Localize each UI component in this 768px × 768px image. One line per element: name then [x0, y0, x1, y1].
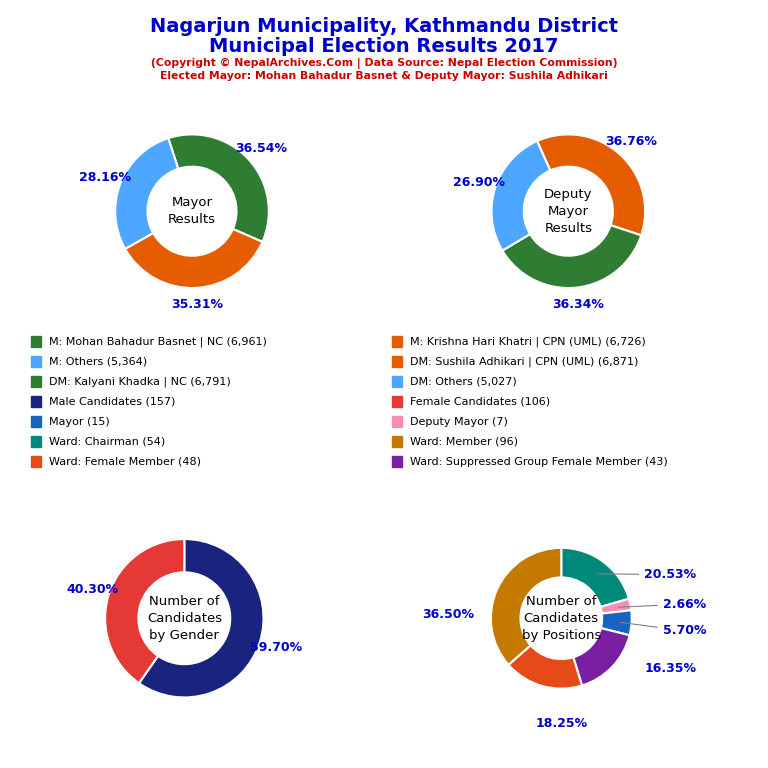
Text: Deputy
Mayor
Results: Deputy Mayor Results — [544, 187, 593, 235]
Text: Nagarjun Municipality, Kathmandu District: Nagarjun Municipality, Kathmandu Distric… — [150, 17, 618, 36]
Text: M: Mohan Bahadur Basnet | NC (6,961): M: Mohan Bahadur Basnet | NC (6,961) — [49, 336, 267, 347]
Wedge shape — [561, 548, 629, 607]
Text: DM: Kalyani Khadka | NC (6,791): DM: Kalyani Khadka | NC (6,791) — [49, 376, 231, 387]
Text: Mayor
Results: Mayor Results — [168, 196, 216, 227]
Text: 2.66%: 2.66% — [618, 598, 706, 611]
Text: 28.16%: 28.16% — [78, 170, 131, 184]
Text: Mayor (15): Mayor (15) — [49, 416, 110, 427]
Text: 36.34%: 36.34% — [553, 298, 604, 311]
Wedge shape — [491, 548, 561, 665]
Text: Male Candidates (157): Male Candidates (157) — [49, 396, 176, 407]
Wedge shape — [502, 225, 641, 288]
Text: 16.35%: 16.35% — [644, 663, 697, 675]
Text: Deputy Mayor (7): Deputy Mayor (7) — [410, 416, 508, 427]
Text: 40.30%: 40.30% — [66, 583, 118, 596]
Wedge shape — [492, 141, 550, 250]
Text: 5.70%: 5.70% — [620, 622, 707, 637]
Text: (Copyright © NepalArchives.Com | Data Source: Nepal Election Commission): (Copyright © NepalArchives.Com | Data So… — [151, 58, 617, 69]
Text: M: Krishna Hari Khatri | CPN (UML) (6,726): M: Krishna Hari Khatri | CPN (UML) (6,72… — [410, 336, 646, 347]
Text: Number of
Candidates
by Positions: Number of Candidates by Positions — [521, 594, 601, 642]
Wedge shape — [139, 539, 263, 697]
Text: 20.53%: 20.53% — [598, 568, 697, 581]
Text: Female Candidates (106): Female Candidates (106) — [410, 396, 550, 407]
Text: DM: Sushila Adhikari | CPN (UML) (6,871): DM: Sushila Adhikari | CPN (UML) (6,871) — [410, 356, 638, 367]
Text: 59.70%: 59.70% — [250, 641, 303, 654]
Text: 18.25%: 18.25% — [535, 717, 588, 730]
Text: Elected Mayor: Mohan Bahadur Basnet & Deputy Mayor: Sushila Adhikari: Elected Mayor: Mohan Bahadur Basnet & De… — [160, 71, 608, 81]
Text: Municipal Election Results 2017: Municipal Election Results 2017 — [209, 37, 559, 56]
Text: Number of
Candidates
by Gender: Number of Candidates by Gender — [147, 594, 222, 642]
Text: Ward: Chairman (54): Ward: Chairman (54) — [49, 436, 165, 447]
Wedge shape — [601, 611, 631, 635]
Wedge shape — [508, 645, 582, 689]
Wedge shape — [125, 229, 263, 288]
Text: 36.54%: 36.54% — [235, 142, 287, 154]
Wedge shape — [601, 599, 631, 614]
Wedge shape — [537, 134, 645, 235]
Text: 36.76%: 36.76% — [605, 135, 657, 148]
Wedge shape — [573, 628, 630, 686]
Wedge shape — [168, 134, 269, 242]
Text: Ward: Member (96): Ward: Member (96) — [410, 436, 518, 447]
Text: 26.90%: 26.90% — [453, 177, 505, 190]
Wedge shape — [105, 539, 184, 684]
Wedge shape — [115, 138, 178, 249]
Text: Ward: Suppressed Group Female Member (43): Ward: Suppressed Group Female Member (43… — [410, 456, 668, 467]
Text: DM: Others (5,027): DM: Others (5,027) — [410, 376, 517, 387]
Text: 36.50%: 36.50% — [422, 608, 475, 621]
Text: Ward: Female Member (48): Ward: Female Member (48) — [49, 456, 201, 467]
Text: 35.31%: 35.31% — [170, 298, 223, 311]
Text: M: Others (5,364): M: Others (5,364) — [49, 356, 147, 367]
